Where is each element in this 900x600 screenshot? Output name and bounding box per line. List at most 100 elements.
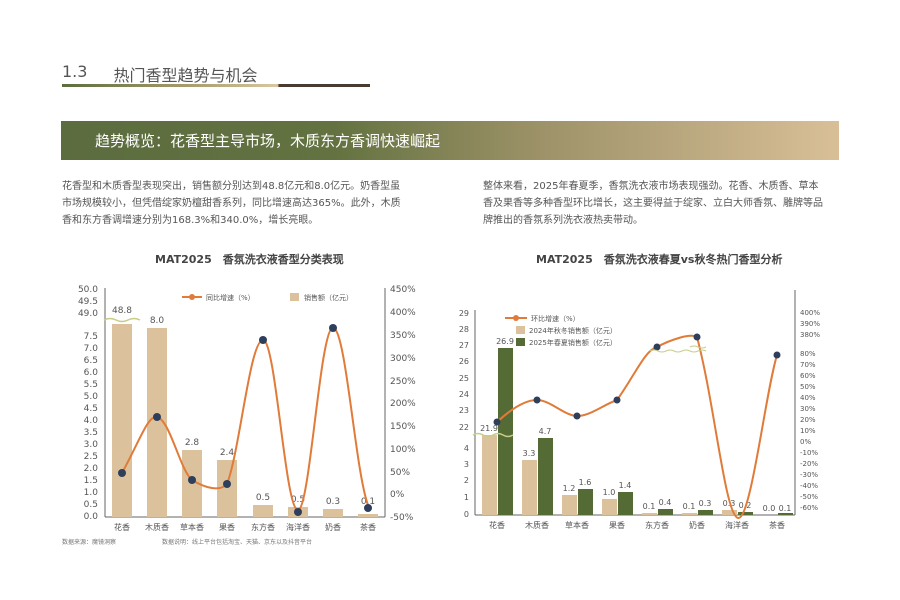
svg-text:-30%: -30% bbox=[800, 471, 818, 479]
svg-text:400%: 400% bbox=[390, 308, 416, 318]
svg-text:4.5: 4.5 bbox=[84, 404, 98, 414]
svg-text:东方香: 东方香 bbox=[645, 520, 669, 530]
svg-text:2.8: 2.8 bbox=[185, 438, 200, 448]
svg-text:-60%: -60% bbox=[800, 504, 818, 512]
svg-text:380%: 380% bbox=[800, 331, 820, 339]
svg-text:30%: 30% bbox=[800, 405, 816, 413]
svg-text:5.0: 5.0 bbox=[84, 392, 99, 402]
svg-text:2.0: 2.0 bbox=[84, 464, 99, 474]
svg-text:10%: 10% bbox=[800, 427, 816, 435]
svg-text:27: 27 bbox=[459, 341, 469, 350]
svg-text:环比增速（%）: 环比增速（%） bbox=[531, 314, 580, 323]
svg-text:26: 26 bbox=[459, 357, 469, 366]
section-underline bbox=[62, 84, 370, 87]
chart2: 29 28 27 26 25 24 23 22 4 3 2 1 0 400% 390% 380% 80%… bbox=[459, 290, 820, 530]
svg-text:28: 28 bbox=[459, 325, 469, 334]
svg-text:海洋香: 海洋香 bbox=[725, 520, 749, 530]
svg-text:350%: 350% bbox=[390, 331, 416, 341]
svg-text:2: 2 bbox=[464, 476, 469, 485]
chart2-title: MAT2025 香氛洗衣液春夏vs秋冬热门香型分析 bbox=[536, 253, 783, 266]
section-header: 1.3 热门香型趋势与机会 bbox=[62, 62, 257, 86]
svg-text:2024年秋冬销售额（亿元）: 2024年秋冬销售额（亿元） bbox=[529, 326, 617, 335]
chart1-right-ticks: 450% 400% 350% 300% 250% 200% 150% 100% 50% 0% -… bbox=[390, 285, 416, 523]
svg-text:50%: 50% bbox=[390, 468, 410, 478]
svg-text:3.5: 3.5 bbox=[84, 428, 98, 438]
svg-text:同比增速（%）: 同比增速（%） bbox=[206, 293, 255, 302]
svg-text:200%: 200% bbox=[390, 399, 416, 409]
svg-text:0.1: 0.1 bbox=[683, 502, 696, 511]
svg-text:-20%: -20% bbox=[800, 460, 818, 468]
svg-text:48.8: 48.8 bbox=[112, 306, 132, 316]
svg-text:果香: 果香 bbox=[219, 522, 235, 532]
svg-text:1.6: 1.6 bbox=[579, 478, 592, 487]
svg-text:0.0: 0.0 bbox=[84, 512, 99, 522]
svg-text:250%: 250% bbox=[390, 377, 416, 387]
svg-text:销售额（亿元）: 销售额（亿元） bbox=[304, 293, 353, 302]
svg-text:果香: 果香 bbox=[609, 520, 625, 530]
chart1-title: MAT2025 香氛洗衣液香型分类表现 bbox=[155, 253, 344, 266]
banner-text: 趋势概览：花香型主导市场，木质东方香调快速崛起 bbox=[95, 132, 441, 150]
right-paragraph: 整体来看，2025年春夏季，香氛洗衣液市场表现强劲。花香、木质香、草本香及果香等… bbox=[483, 181, 823, 226]
svg-text:60%: 60% bbox=[800, 372, 816, 380]
svg-text:0%: 0% bbox=[390, 490, 405, 500]
svg-text:奶香: 奶香 bbox=[689, 520, 705, 530]
svg-text:3: 3 bbox=[464, 460, 469, 469]
svg-text:4.7: 4.7 bbox=[539, 427, 552, 436]
svg-text:1: 1 bbox=[464, 493, 469, 502]
svg-text:木质香: 木质香 bbox=[525, 520, 549, 530]
svg-text:26.9: 26.9 bbox=[496, 337, 514, 346]
svg-text:茶香: 茶香 bbox=[769, 520, 785, 530]
svg-text:2025年春夏销售额（亿元）: 2025年春夏销售额（亿元） bbox=[529, 338, 617, 347]
svg-text:木质香: 木质香 bbox=[145, 522, 169, 532]
svg-text:2.5: 2.5 bbox=[84, 452, 98, 462]
trend-banner: 趋势概览：花香型主导市场，木质东方香调快速崛起 bbox=[61, 121, 839, 160]
svg-text:0: 0 bbox=[464, 510, 469, 519]
svg-text:49.0: 49.0 bbox=[78, 309, 98, 319]
svg-text:390%: 390% bbox=[800, 320, 820, 328]
svg-text:茶香: 茶香 bbox=[360, 522, 376, 532]
svg-text:0.5: 0.5 bbox=[84, 500, 98, 510]
svg-text:80%: 80% bbox=[800, 350, 816, 358]
svg-text:0.0: 0.0 bbox=[763, 504, 776, 513]
svg-text:1.4: 1.4 bbox=[619, 481, 632, 490]
svg-text:3.0: 3.0 bbox=[84, 440, 99, 450]
svg-text:-10%: -10% bbox=[800, 449, 818, 457]
svg-text:4.0: 4.0 bbox=[84, 416, 99, 426]
svg-text:东方香: 东方香 bbox=[251, 522, 275, 532]
svg-text:50.0: 50.0 bbox=[78, 285, 98, 295]
svg-text:20%: 20% bbox=[800, 416, 816, 424]
svg-text:23: 23 bbox=[459, 406, 469, 415]
svg-text:70%: 70% bbox=[800, 361, 816, 369]
svg-text:7.0: 7.0 bbox=[84, 344, 99, 354]
svg-text:0.5: 0.5 bbox=[256, 493, 270, 503]
svg-text:21.9: 21.9 bbox=[480, 424, 498, 433]
svg-text:50%: 50% bbox=[800, 383, 816, 391]
svg-text:1.0: 1.0 bbox=[84, 488, 99, 498]
svg-text:-50%: -50% bbox=[390, 513, 414, 523]
svg-text:150%: 150% bbox=[390, 422, 416, 432]
svg-text:-50%: -50% bbox=[800, 493, 818, 501]
svg-text:奶香: 奶香 bbox=[325, 522, 341, 532]
svg-text:0.5: 0.5 bbox=[291, 495, 305, 505]
svg-text:0.1: 0.1 bbox=[643, 502, 656, 511]
svg-text:300%: 300% bbox=[390, 354, 416, 364]
svg-text:草本香: 草本香 bbox=[565, 520, 589, 530]
svg-text:29: 29 bbox=[459, 309, 469, 318]
chart1-left-ticks: 50.0 49.5 49.0 7.5 7.0 6.5 6.0 5.5 5.0 4.5 4.0 3… bbox=[78, 285, 98, 522]
svg-text:7.5: 7.5 bbox=[84, 332, 98, 342]
svg-text:1.0: 1.0 bbox=[603, 488, 616, 497]
svg-text:400%: 400% bbox=[800, 309, 820, 317]
svg-text:1.2: 1.2 bbox=[563, 484, 576, 493]
svg-text:22: 22 bbox=[459, 423, 469, 432]
svg-text:0.1: 0.1 bbox=[779, 504, 792, 513]
chart1-bars bbox=[112, 324, 378, 517]
svg-text:5.5: 5.5 bbox=[84, 380, 98, 390]
data-source: 数据来源：魔镜洞察 bbox=[62, 539, 117, 546]
svg-text:海洋香: 海洋香 bbox=[286, 522, 310, 532]
svg-text:4: 4 bbox=[464, 444, 469, 453]
svg-text:100%: 100% bbox=[390, 445, 416, 455]
svg-text:8.0: 8.0 bbox=[150, 316, 165, 326]
data-note: 数据说明：线上平台包括淘宝、天猫、京东以及抖音平台 bbox=[162, 539, 313, 546]
svg-text:花香: 花香 bbox=[489, 520, 505, 530]
section-number: 1.3 bbox=[62, 62, 88, 81]
